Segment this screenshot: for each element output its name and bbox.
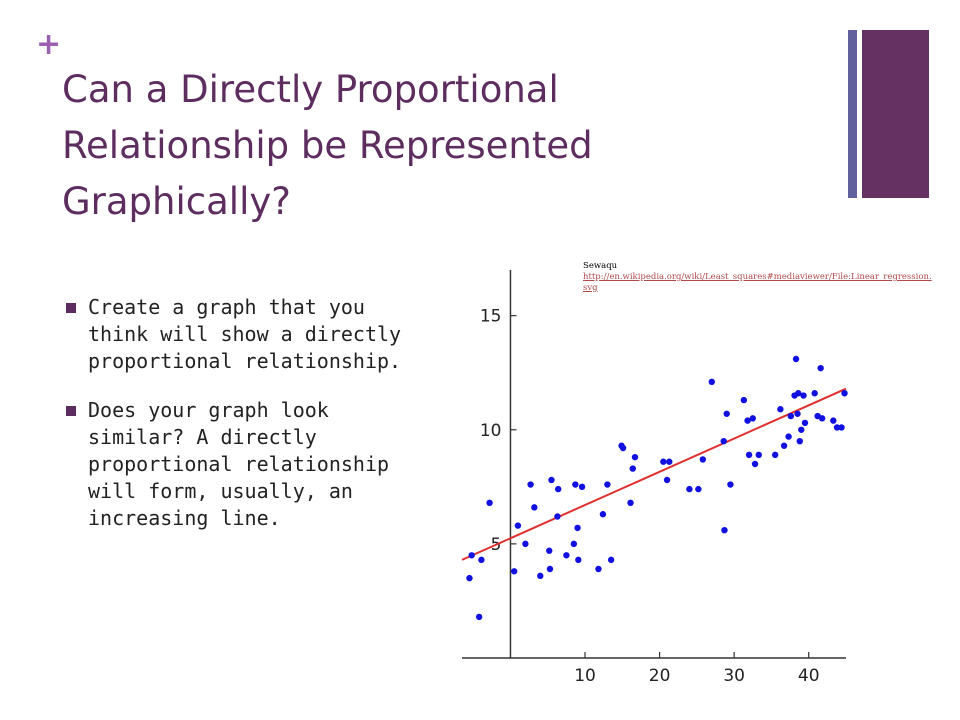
image-credit: Sewaqu http://en.wikipedia.org/wiki/Leas…	[583, 261, 933, 294]
data-point	[745, 451, 753, 459]
data-point	[607, 556, 615, 564]
data-point	[749, 415, 756, 422]
data-point	[838, 424, 845, 431]
data-point	[468, 552, 475, 559]
data-point	[751, 460, 759, 468]
bullet-item: Create a graph that you think will show …	[66, 294, 436, 375]
data-point	[833, 424, 841, 431]
data-point	[811, 390, 818, 397]
data-point	[800, 392, 807, 399]
data-point	[798, 426, 805, 433]
data-point	[627, 499, 634, 506]
bullet-item: Does your graph look similar? A directly…	[66, 397, 436, 532]
slide-title: Can a Directly Proportional Relationship…	[62, 68, 593, 223]
data-point	[794, 410, 801, 417]
data-point	[777, 406, 784, 413]
data-point	[723, 410, 730, 417]
data-point	[771, 451, 779, 459]
data-point	[578, 483, 586, 491]
data-point	[554, 513, 561, 520]
data-point	[695, 485, 702, 493]
accent-bar-wide	[862, 30, 929, 198]
data-point	[554, 485, 562, 493]
data-point	[631, 453, 639, 461]
y-tick-label: 15	[480, 307, 502, 327]
data-point	[537, 572, 544, 580]
data-point	[510, 568, 518, 575]
credit-link[interactable]: http://en.wikipedia.org/wiki/Least_squar…	[583, 272, 932, 293]
x-tick-label: 30	[723, 666, 745, 686]
bullet-square-icon	[66, 303, 76, 313]
data-point	[801, 419, 809, 427]
x-tick-label: 40	[798, 666, 820, 686]
scatter-chart: 1020304051015	[461, 270, 848, 686]
data-point	[720, 437, 727, 445]
data-point	[546, 547, 553, 554]
data-point	[795, 390, 802, 397]
data-point	[818, 415, 826, 422]
data-point	[595, 565, 602, 573]
data-point	[660, 458, 667, 465]
data-point	[475, 613, 483, 621]
bullet-square-icon	[66, 406, 76, 416]
data-point	[548, 476, 555, 484]
data-point	[740, 396, 748, 404]
x-tick-label: 10	[574, 666, 596, 686]
data-point	[619, 444, 627, 452]
data-point	[575, 556, 582, 564]
data-point	[727, 481, 734, 488]
x-tick-label: 20	[649, 666, 671, 686]
data-point	[796, 437, 803, 445]
data-point	[599, 511, 607, 518]
data-point	[478, 556, 485, 564]
data-point	[780, 442, 788, 449]
plus-icon: +	[36, 27, 62, 62]
data-point	[721, 526, 728, 534]
data-point	[792, 355, 800, 363]
data-point	[604, 481, 611, 488]
data-point	[570, 540, 578, 548]
bullet-text: Create a graph that you think will show …	[88, 295, 402, 373]
data-point	[708, 378, 715, 386]
y-tick-label: 10	[480, 421, 502, 441]
data-point	[531, 504, 538, 511]
data-point	[686, 485, 693, 493]
data-point	[663, 476, 671, 484]
data-point	[755, 451, 762, 459]
bullet-list: Create a graph that you think will show …	[66, 294, 436, 554]
data-point	[522, 540, 529, 548]
data-point	[527, 481, 534, 488]
data-point	[574, 524, 581, 532]
data-point	[466, 574, 473, 582]
data-point	[546, 565, 554, 573]
data-point	[785, 433, 792, 440]
credit-author: Sewaqu	[583, 261, 618, 271]
data-point	[572, 481, 579, 488]
data-point	[563, 552, 570, 559]
accent-bar-thin	[848, 30, 857, 198]
data-point	[787, 412, 795, 420]
data-point	[514, 522, 522, 529]
data-point	[666, 458, 673, 465]
data-point	[841, 390, 848, 397]
data-point	[830, 417, 837, 424]
bullet-text: Does your graph look similar? A directly…	[88, 398, 390, 530]
data-point	[629, 465, 636, 472]
data-point	[817, 364, 824, 372]
regression-line	[461, 387, 847, 561]
data-point	[699, 456, 707, 463]
data-point	[744, 417, 751, 424]
data-point	[486, 499, 493, 506]
